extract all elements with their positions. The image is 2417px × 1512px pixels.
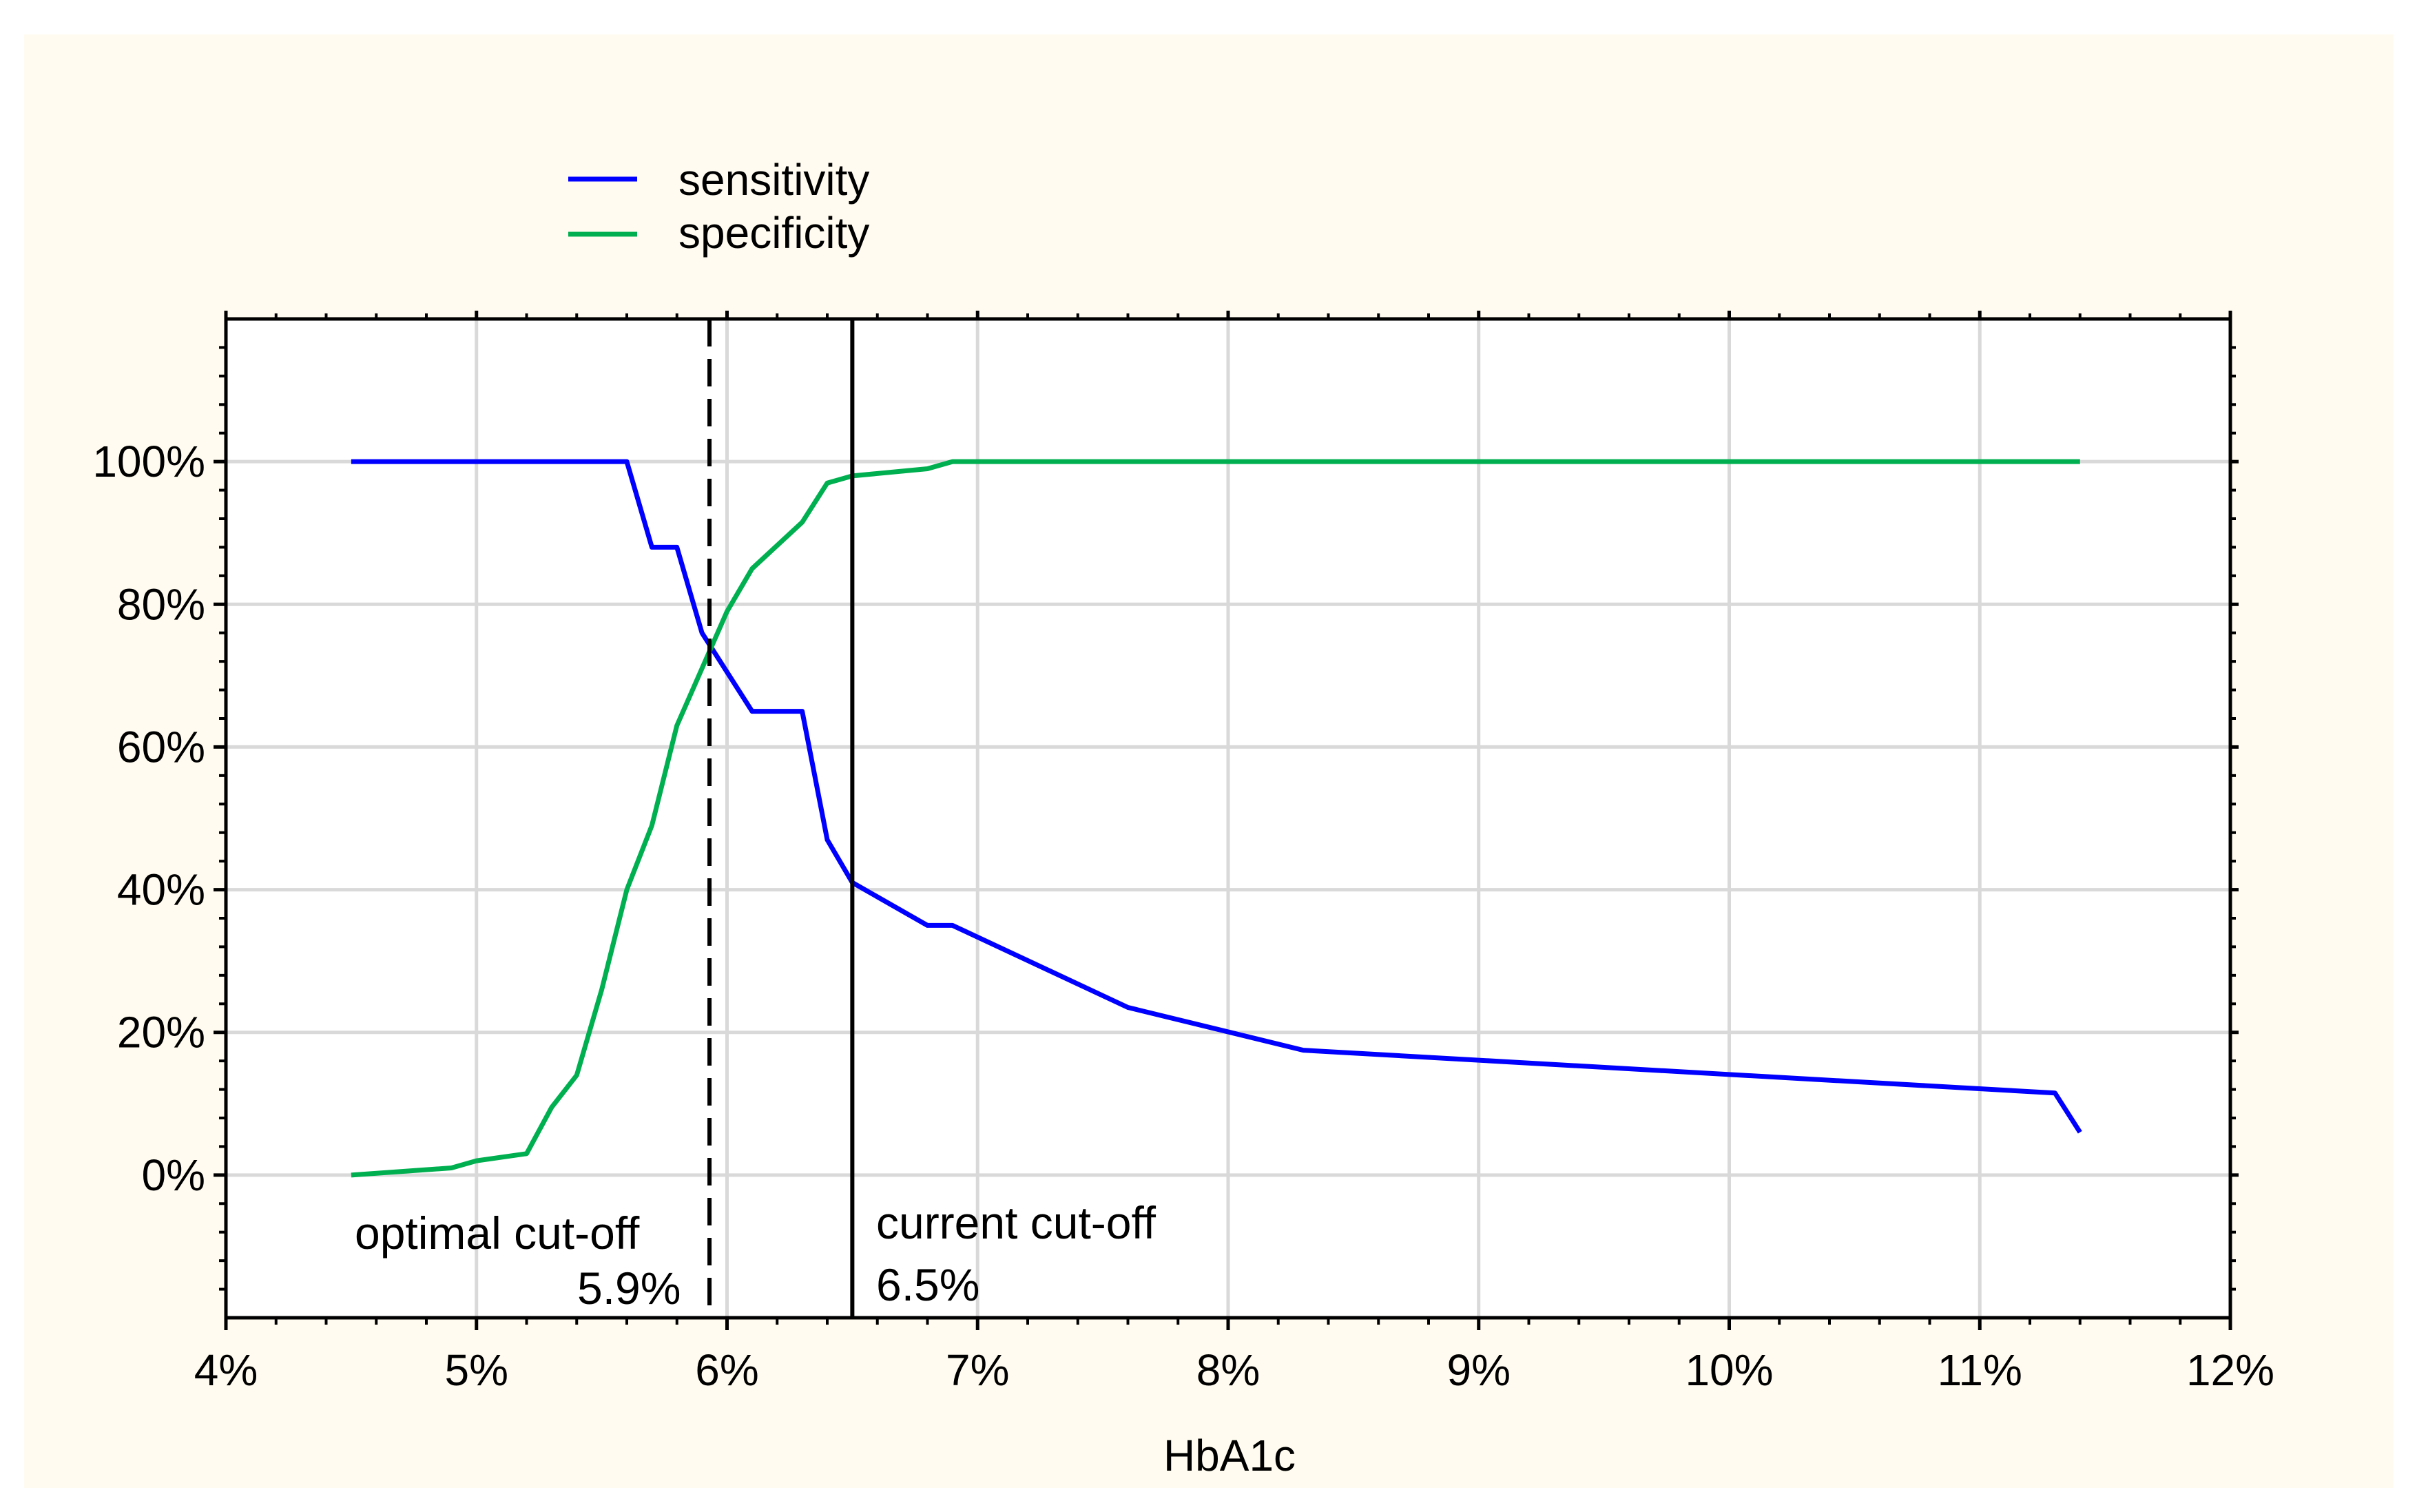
legend: sensitivity specificity xyxy=(568,155,869,258)
annotation-optimal-cutoff-label: optimal cut-off xyxy=(355,1208,640,1259)
x-tick-label: 8% xyxy=(1196,1345,1261,1395)
x-tick-label: 7% xyxy=(946,1345,1010,1395)
x-axis-title: HbA1c xyxy=(1163,1431,1296,1480)
annotation-current-cutoff-label: current cut-off xyxy=(876,1197,1156,1248)
x-tick-label: 5% xyxy=(445,1345,509,1395)
x-tick-label: 10% xyxy=(1685,1345,1773,1395)
legend-label-sensitivity: sensitivity xyxy=(678,155,869,205)
x-tick-label: 12% xyxy=(2186,1345,2274,1395)
x-tick-label: 11% xyxy=(1938,1345,2022,1395)
annotation-current-cutoff-value: 6.5% xyxy=(876,1259,979,1310)
annotation-current-cutoff: current cut-off 6.5% xyxy=(876,1197,1156,1310)
y-tick-label: 80% xyxy=(117,579,205,629)
series-line-sensitivity xyxy=(351,459,2082,1134)
y-tick-label: 20% xyxy=(117,1008,205,1057)
y-tick-label: 100% xyxy=(92,437,205,486)
y-tick-label: 0% xyxy=(142,1150,206,1200)
reference-lines xyxy=(707,319,855,1318)
annotation-optimal-cutoff-value: 5.9% xyxy=(577,1263,681,1314)
axis-ticks xyxy=(214,311,2239,1330)
x-tick-label: 6% xyxy=(695,1345,759,1395)
x-tick-label: 9% xyxy=(1447,1345,1511,1395)
tick-labels: 4% 5% 6% 7% 8% 9% 10% 11% 12% 0% 20% 40% 60% 80% 100% xyxy=(92,437,2274,1395)
y-tick-label: 60% xyxy=(117,722,205,771)
annotation-optimal-cutoff: optimal cut-off 5.9% xyxy=(355,1208,681,1314)
x-tick-label: 4% xyxy=(194,1345,258,1395)
legend-label-specificity: specificity xyxy=(678,208,869,258)
y-tick-label: 40% xyxy=(117,865,205,915)
